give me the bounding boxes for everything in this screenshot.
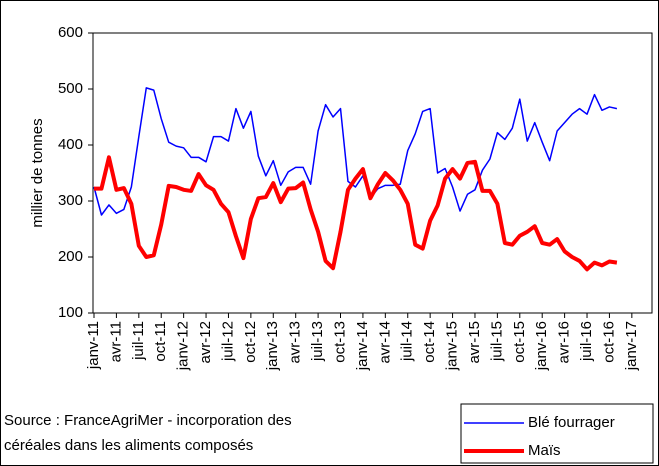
x-tick-label: oct-16: [600, 321, 617, 363]
plot-frame: [92, 32, 653, 314]
x-tick-label: juil-12: [219, 321, 236, 362]
x-tick-label: juil-13: [309, 321, 326, 362]
series-line: [94, 155, 618, 272]
y-tick-label: 600: [58, 24, 83, 41]
legend-label: Maïs: [528, 442, 561, 459]
x-tick-label: janv-13: [264, 321, 281, 371]
x-tick-label: juil-15: [488, 321, 505, 362]
source-note: céréales dans les aliments composés: [4, 437, 253, 454]
x-tick-label: janv-14: [354, 321, 371, 371]
x-tick-label: avr-14: [376, 321, 393, 364]
legend-label: Blé fourrager: [528, 414, 615, 431]
x-tick-label: janv-16: [533, 321, 550, 371]
x-tick-label: juil-14: [399, 321, 416, 362]
y-axis-label: millier de tonnes: [29, 118, 46, 227]
series-line: [93, 87, 618, 216]
x-tick-label: janv-11: [85, 321, 102, 370]
y-tick-label: 400: [58, 136, 83, 153]
x-tick-label: oct-12: [242, 321, 259, 363]
x-tick-label: juil-11: [130, 321, 147, 361]
x-tick-label: avr-15: [466, 321, 483, 364]
x-tick-label: oct-14: [421, 321, 438, 363]
source-note: Source : FranceAgriMer - incorporation d…: [4, 412, 292, 429]
y-tick-label: 300: [58, 192, 83, 209]
x-tick-label: juil-16: [578, 321, 595, 362]
x-tick-label: avr-16: [556, 321, 573, 364]
x-tick-label: janv-15: [444, 321, 461, 371]
y-tick-label: 200: [58, 248, 83, 265]
x-tick-label: avr-12: [197, 321, 214, 364]
x-tick-label: avr-13: [287, 321, 304, 364]
y-tick-label: 100: [58, 304, 83, 321]
x-tick-label: avr-11: [107, 321, 124, 362]
x-tick-label: oct-11: [152, 321, 169, 362]
legend-box: [460, 403, 654, 464]
x-tick-label: oct-13: [331, 321, 348, 363]
x-tick-label: janv-17: [623, 321, 640, 371]
x-tick-label: janv-12: [175, 321, 192, 371]
x-tick-label: oct-15: [511, 321, 528, 363]
y-tick-label: 500: [58, 80, 83, 97]
